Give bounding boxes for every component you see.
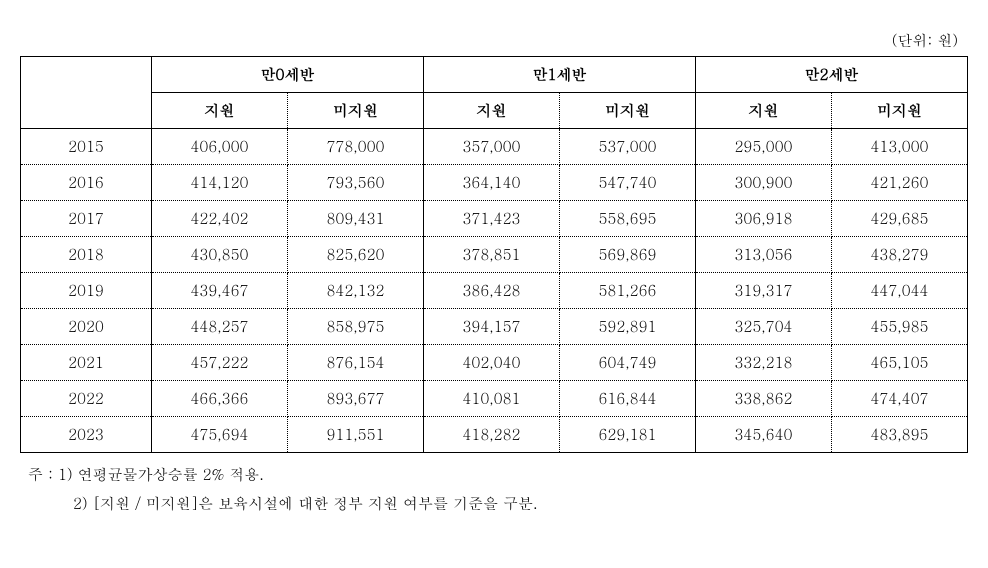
data-cell: 421,260: [831, 165, 967, 201]
data-cell: 319,317: [695, 273, 831, 309]
sub-header: 미지원: [559, 93, 695, 129]
sub-header: 지원: [151, 93, 287, 129]
data-cell: 457,222: [151, 345, 287, 381]
year-cell: 2020: [21, 309, 152, 345]
data-cell: 378,851: [423, 237, 559, 273]
table-header: 만0세반만1세반만2세반 지원미지원지원미지원지원미지원: [21, 57, 968, 129]
data-cell: 547,740: [559, 165, 695, 201]
data-cell: 629,181: [559, 417, 695, 453]
table-row: 2017422,402809,431371,423558,695306,9184…: [21, 201, 968, 237]
table-row: 2019439,467842,132386,428581,266319,3174…: [21, 273, 968, 309]
data-cell: 537,000: [559, 129, 695, 165]
data-cell: 604,749: [559, 345, 695, 381]
data-cell: 394,157: [423, 309, 559, 345]
sub-header: 지원: [423, 93, 559, 129]
note-item-2: 2) [지원 / 미지원]은 보육시설에 대한 정부 지원 여부를 기준을 구분…: [73, 493, 538, 514]
year-cell: 2023: [21, 417, 152, 453]
note-line-1: 주 : 1) 연평균물가상승률 2% 적용.: [28, 461, 968, 490]
data-cell: 386,428: [423, 273, 559, 309]
data-cell: 414,120: [151, 165, 287, 201]
data-cell: 325,704: [695, 309, 831, 345]
table-row: 2022466,366893,677410,081616,844338,8624…: [21, 381, 968, 417]
sub-header: 미지원: [831, 93, 967, 129]
data-cell: 402,040: [423, 345, 559, 381]
data-cell: 793,560: [287, 165, 423, 201]
table-row: 2016414,120793,560364,140547,740300,9004…: [21, 165, 968, 201]
group-header: 만2세반: [695, 57, 967, 93]
data-cell: 364,140: [423, 165, 559, 201]
data-cell: 592,891: [559, 309, 695, 345]
data-cell: 295,000: [695, 129, 831, 165]
data-cell: 406,000: [151, 129, 287, 165]
data-cell: 483,895: [831, 417, 967, 453]
year-cell: 2022: [21, 381, 152, 417]
data-cell: 616,844: [559, 381, 695, 417]
data-cell: 858,975: [287, 309, 423, 345]
data-cell: 357,000: [423, 129, 559, 165]
data-cell: 825,620: [287, 237, 423, 273]
data-cell: 418,282: [423, 417, 559, 453]
data-cell: 413,000: [831, 129, 967, 165]
data-cell: 569,869: [559, 237, 695, 273]
data-cell: 893,677: [287, 381, 423, 417]
data-cell: 876,154: [287, 345, 423, 381]
year-cell: 2021: [21, 345, 152, 381]
table-row: 2020448,257858,975394,157592,891325,7044…: [21, 309, 968, 345]
unit-label: (단위: 원): [20, 30, 968, 51]
table-row: 2015406,000778,000357,000537,000295,0004…: [21, 129, 968, 165]
data-cell: 778,000: [287, 129, 423, 165]
data-cell: 475,694: [151, 417, 287, 453]
data-cell: 911,551: [287, 417, 423, 453]
note-item-1: 1) 연평균물가상승률 2% 적용.: [58, 461, 264, 490]
year-cell: 2015: [21, 129, 152, 165]
note-prefix: 주 :: [28, 461, 58, 490]
data-table: 만0세반만1세반만2세반 지원미지원지원미지원지원미지원 2015406,000…: [20, 56, 968, 453]
data-cell: 581,266: [559, 273, 695, 309]
data-cell: 466,366: [151, 381, 287, 417]
group-header: 만0세반: [151, 57, 423, 93]
table-row: 2021457,222876,154402,040604,749332,2184…: [21, 345, 968, 381]
table-body: 2015406,000778,000357,000537,000295,0004…: [21, 129, 968, 453]
note-line-2: 2) [지원 / 미지원]은 보육시설에 대한 정부 지원 여부를 기준을 구분…: [28, 490, 968, 519]
year-cell: 2019: [21, 273, 152, 309]
data-cell: 410,081: [423, 381, 559, 417]
data-cell: 429,685: [831, 201, 967, 237]
data-cell: 439,467: [151, 273, 287, 309]
data-cell: 842,132: [287, 273, 423, 309]
data-cell: 345,640: [695, 417, 831, 453]
data-cell: 474,407: [831, 381, 967, 417]
header-row-groups: 만0세반만1세반만2세반: [21, 57, 968, 93]
data-cell: 809,431: [287, 201, 423, 237]
data-cell: 306,918: [695, 201, 831, 237]
data-cell: 447,044: [831, 273, 967, 309]
year-cell: 2017: [21, 201, 152, 237]
data-cell: 438,279: [831, 237, 967, 273]
data-cell: 448,257: [151, 309, 287, 345]
data-cell: 332,218: [695, 345, 831, 381]
sub-header: 미지원: [287, 93, 423, 129]
sub-header: 지원: [695, 93, 831, 129]
year-cell: 2018: [21, 237, 152, 273]
year-cell: 2016: [21, 165, 152, 201]
year-header-blank: [21, 57, 152, 129]
table-row: 2023475,694911,551418,282629,181345,6404…: [21, 417, 968, 453]
data-cell: 430,850: [151, 237, 287, 273]
data-cell: 422,402: [151, 201, 287, 237]
group-header: 만1세반: [423, 57, 695, 93]
header-row-sub: 지원미지원지원미지원지원미지원: [21, 93, 968, 129]
data-cell: 313,056: [695, 237, 831, 273]
data-cell: 371,423: [423, 201, 559, 237]
table-notes: 주 : 1) 연평균물가상승률 2% 적용. 2) [지원 / 미지원]은 보육…: [20, 461, 968, 518]
data-cell: 338,862: [695, 381, 831, 417]
data-cell: 558,695: [559, 201, 695, 237]
data-cell: 455,985: [831, 309, 967, 345]
data-cell: 465,105: [831, 345, 967, 381]
table-row: 2018430,850825,620378,851569,869313,0564…: [21, 237, 968, 273]
data-cell: 300,900: [695, 165, 831, 201]
